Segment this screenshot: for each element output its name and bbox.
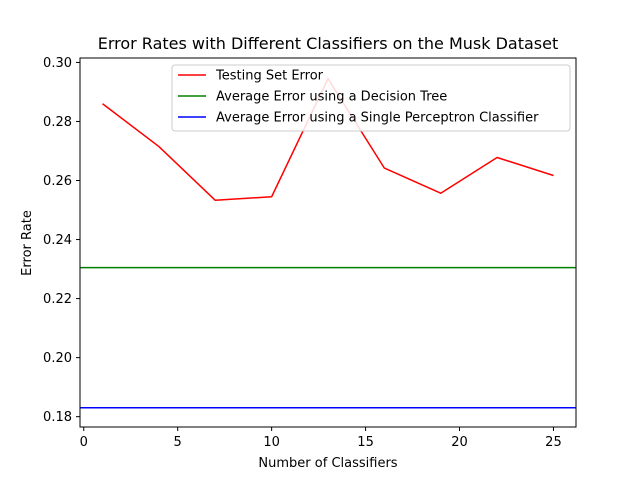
y-tick-label: 0.30 <box>43 56 72 71</box>
axes-frame <box>79 57 577 428</box>
y-tick-label: 0.28 <box>43 115 72 130</box>
legend-entry-testing-set-error-label: Testing Set Error <box>215 69 324 84</box>
chart-title: Error Rates with Different Classifiers o… <box>98 34 559 53</box>
legend-entry-decision-tree-label: Average Error using a Decision Tree <box>216 90 447 105</box>
legend-box <box>171 64 571 132</box>
legend-entry-single-perceptron-label: Average Error using a Single Perceptron … <box>216 111 539 126</box>
plot-area <box>79 57 577 428</box>
y-tick-label: 0.22 <box>43 292 72 307</box>
x-tick-label: 5 <box>174 435 182 450</box>
x-tick-label: 0 <box>80 435 88 450</box>
x-axis-label: Number of Classifiers <box>258 456 397 471</box>
y-tick-label: 0.26 <box>43 174 72 189</box>
x-tick-label: 25 <box>545 435 562 450</box>
y-tick-label: 0.20 <box>43 351 72 366</box>
y-axis-label: Error Rate <box>20 210 35 276</box>
x-axis: 0 5 10 15 20 25 <box>80 427 562 450</box>
x-tick-label: 15 <box>357 435 374 450</box>
y-tick-label: 0.24 <box>43 233 72 248</box>
legend: Testing Set Error Average Error using a D… <box>171 64 571 132</box>
x-tick-label: 10 <box>263 435 280 450</box>
y-tick-label: 0.18 <box>43 410 72 425</box>
y-axis: 0.18 0.20 0.22 0.24 0.26 0.28 0.30 <box>43 56 80 425</box>
x-tick-label: 20 <box>451 435 468 450</box>
